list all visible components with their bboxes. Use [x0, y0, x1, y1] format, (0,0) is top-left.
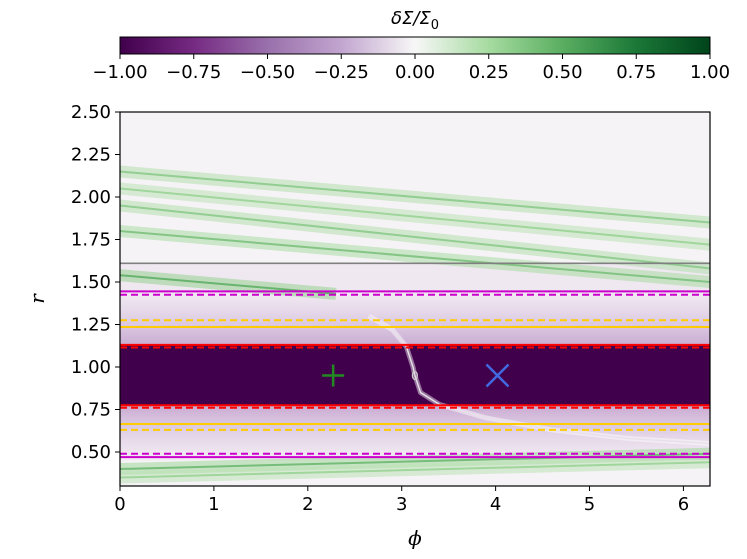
field-band-upper	[120, 290, 710, 345]
spiral-stripe	[120, 461, 710, 479]
plus-marker	[322, 364, 345, 387]
x-tick-label: 0	[114, 494, 125, 515]
spiral-stripe	[120, 187, 710, 246]
spiral-stripe	[120, 170, 710, 224]
colorbar-label: δΣ/Σ0	[391, 8, 439, 33]
spiral-stripe	[120, 230, 710, 283]
y-axis-label: r	[25, 293, 49, 304]
colorbar-label-main: δΣ/Σ	[391, 8, 431, 29]
x-axis-ticks: 0 1 2 3 4 5 6	[114, 486, 689, 515]
colorbar: −1.00 −0.75 −0.50 −0.25 0.00 0.25 0.50 0.75 1.00…	[92, 8, 730, 83]
plot-frame	[119, 111, 711, 487]
colorbar-tick-label: −0.25	[314, 62, 369, 83]
y-tick-label: 0.50	[71, 442, 111, 463]
colorbar-tick-label: −0.50	[240, 62, 295, 83]
plot-area: 0 1 2 3 4 5 6 0.50 0.75 1.00 1.25 1.50 1.75 2.00 2.25…	[25, 102, 711, 550]
x-tick-label: 1	[208, 494, 219, 515]
colorbar-ticks: −1.00 −0.75 −0.50 −0.25 0.00 0.25 0.50 0.75 1.00	[92, 54, 730, 83]
reference-lines	[120, 262, 710, 459]
markers	[322, 363, 510, 388]
colorbar-gradient	[119, 36, 711, 55]
colorbar-tick-label: 0.25	[469, 62, 509, 83]
x-marker	[485, 363, 510, 388]
colorbar-tick-label: −0.75	[166, 62, 221, 83]
planet-wake	[368, 315, 710, 445]
x-axis-label: ϕ	[408, 526, 422, 550]
y-tick-label: 0.75	[71, 400, 111, 421]
y-axis-ticks: 0.50 0.75 1.00 1.25 1.50 1.75 2.00 2.25 2.50	[71, 102, 120, 463]
y-tick-label: 1.25	[71, 315, 111, 336]
colorbar-tick-label: 0.00	[395, 62, 435, 83]
y-tick-label: 1.75	[71, 230, 111, 251]
y-tick-label: 1.50	[71, 272, 111, 293]
y-tick-label: 2.25	[71, 145, 111, 166]
colorbar-tick-label: 0.75	[616, 62, 656, 83]
x-tick-label: 6	[678, 494, 689, 515]
y-tick-label: 1.00	[71, 357, 111, 378]
x-tick-label: 3	[396, 494, 407, 515]
spiral-stripe	[120, 204, 710, 270]
x-tick-label: 2	[302, 494, 313, 515]
colorbar-tick-label: 0.50	[542, 62, 582, 83]
planet-marker	[411, 370, 418, 381]
colorbar-tick-label: −1.00	[92, 62, 147, 83]
x-tick-label: 5	[584, 494, 595, 515]
colorbar-tick-label: 1.00	[690, 62, 730, 83]
y-tick-label: 2.00	[71, 187, 111, 208]
y-tick-label: 2.50	[71, 102, 111, 123]
colorbar-label-sub: 0	[431, 18, 439, 33]
x-tick-label: 4	[490, 494, 501, 515]
